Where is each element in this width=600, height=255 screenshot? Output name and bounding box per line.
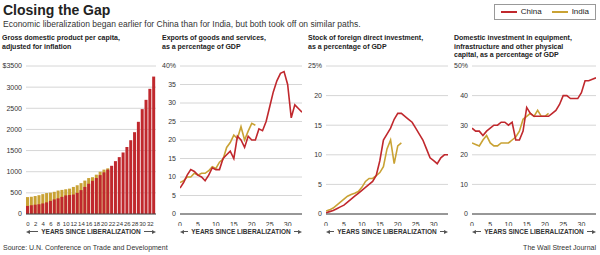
svg-text:28: 28	[132, 221, 139, 226]
svg-text:0: 0	[18, 210, 22, 217]
svg-text:0: 0	[318, 210, 322, 217]
svg-text:24: 24	[116, 221, 123, 226]
svg-text:30: 30	[168, 99, 176, 106]
html-text:Source: U.N. Conference on Tra: Source: U.N. Conference on Trade and Dev…	[3, 244, 168, 251]
html-text:Exports of goods and services,: Exports of goods and services, as a perc…	[162, 34, 266, 50]
svg-text:0: 0	[178, 221, 182, 226]
html-text:YEARS SINCE LIBERALIZATION: YEARS SINCE LIBERALIZATION	[337, 228, 437, 235]
svg-text:25: 25	[266, 221, 274, 226]
svg-text:15: 15	[230, 221, 238, 226]
svg-text:10: 10	[212, 221, 220, 226]
svg-text:40: 40	[460, 92, 468, 99]
svg-text:5: 5	[318, 181, 322, 188]
svg-text:22: 22	[109, 221, 116, 226]
svg-text:16: 16	[86, 221, 93, 226]
svg-text:10: 10	[168, 173, 176, 180]
svg-text:5: 5	[342, 221, 346, 226]
svg-text:25: 25	[559, 221, 567, 226]
svg-text:10: 10	[314, 151, 322, 158]
svg-text:0: 0	[464, 210, 468, 217]
svg-text:25: 25	[412, 221, 420, 226]
svg-text:26: 26	[124, 221, 131, 226]
svg-text:5: 5	[172, 192, 176, 199]
html-text:YEARS SINCE LIBERALIZATION: YEARS SINCE LIBERALIZATION	[191, 228, 291, 235]
svg-text:0: 0	[26, 221, 30, 226]
svg-text:10: 10	[460, 181, 468, 188]
svg-text:20: 20	[460, 151, 468, 158]
svg-text:500: 500	[10, 189, 22, 196]
svg-text:30: 30	[284, 221, 292, 226]
html-text:Domestic investment in equipme: Domestic investment in equipment, infras…	[454, 34, 572, 58]
svg-text:0: 0	[324, 221, 328, 226]
svg-text:30: 30	[578, 221, 586, 226]
svg-text:30: 30	[460, 122, 468, 129]
svg-text:20: 20	[248, 221, 256, 226]
svg-text:14: 14	[78, 221, 85, 226]
html-text:Economic liberalization began: Economic liberalization began earlier fo…	[3, 19, 361, 29]
svg-text:15: 15	[314, 122, 322, 129]
svg-text:32: 32	[147, 221, 154, 226]
svg-text:20: 20	[541, 221, 549, 226]
svg-text:20: 20	[314, 92, 322, 99]
svg-text:30: 30	[139, 221, 146, 226]
svg-text:0: 0	[172, 210, 176, 217]
svg-text:$3500: $3500	[8, 62, 22, 69]
svg-text:15: 15	[523, 221, 531, 226]
html-text:YEARS SINCE LIBERALIZATION: YEARS SINCE LIBERALIZATION	[41, 228, 141, 235]
svg-text:3000: 3000	[8, 84, 22, 91]
svg-text:0: 0	[470, 221, 474, 226]
svg-text:12: 12	[70, 221, 77, 226]
svg-text:1000: 1000	[8, 168, 22, 175]
svg-text:18: 18	[93, 221, 100, 226]
html-text:Stock of foreign direct invest: Stock of foreign direct investment, as a…	[308, 34, 424, 50]
html-text:The Wall Street Journal: The Wall Street Journal	[523, 244, 596, 251]
svg-text:40%: 40%	[162, 62, 176, 69]
svg-text:30: 30	[430, 221, 438, 226]
svg-text:25%: 25%	[308, 62, 322, 69]
svg-text:35: 35	[168, 81, 176, 88]
svg-text:1500: 1500	[8, 147, 22, 154]
svg-text:15: 15	[168, 155, 176, 162]
svg-text:10: 10	[358, 221, 366, 226]
svg-text:10: 10	[505, 221, 513, 226]
svg-text:15: 15	[376, 221, 384, 226]
svg-text:4: 4	[42, 221, 46, 226]
svg-text:5: 5	[488, 221, 492, 226]
svg-text:2500: 2500	[8, 105, 22, 112]
html-text:YEARS SINCE LIBERALIZATION: YEARS SINCE LIBERALIZATION	[484, 228, 584, 235]
svg-text:20: 20	[394, 221, 402, 226]
svg-text:5: 5	[196, 221, 200, 226]
svg-text:8: 8	[57, 221, 61, 226]
svg-text:6: 6	[49, 221, 53, 226]
html-text:China: China	[520, 7, 542, 16]
html-text:Closing the Gap: Closing the Gap	[3, 2, 111, 18]
html-text:Gross domestic product per cap: Gross domestic product per capita, adjus…	[2, 34, 120, 50]
svg-text:20: 20	[101, 221, 108, 226]
svg-text:10: 10	[63, 221, 70, 226]
html-text:India: India	[571, 7, 589, 16]
svg-text:50%: 50%	[454, 62, 468, 69]
svg-text:20: 20	[168, 136, 176, 143]
svg-text:2000: 2000	[8, 126, 22, 133]
svg-text:2: 2	[34, 221, 38, 226]
svg-text:25: 25	[168, 118, 176, 125]
